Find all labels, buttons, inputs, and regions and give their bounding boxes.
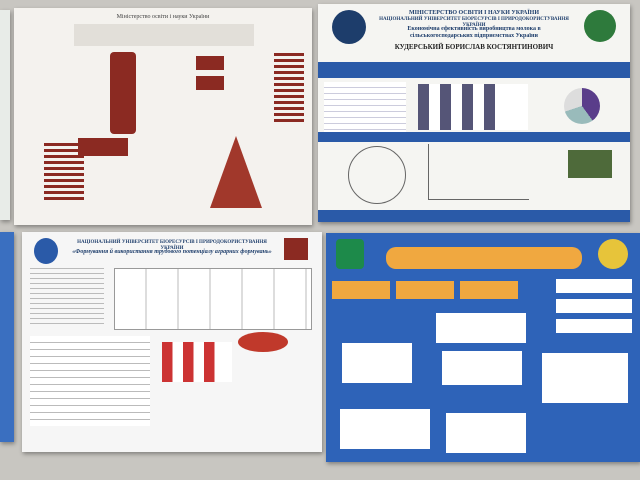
title-box (386, 247, 582, 269)
line-chart (428, 144, 529, 200)
box (460, 281, 518, 299)
logo (584, 10, 616, 42)
table (436, 313, 526, 343)
poster-title: Економічна ефективність виробництва моло… (407, 26, 541, 39)
poster: НАЦІОНАЛЬНИЙ УНІВЕРСИТЕТ БІОРЕСУРСІВ І П… (22, 232, 322, 452)
logo (598, 239, 628, 269)
band (318, 62, 630, 78)
bar-list (44, 143, 84, 203)
logo (34, 238, 58, 264)
poster (326, 233, 640, 462)
box (332, 281, 390, 299)
table (30, 336, 150, 426)
box (556, 299, 632, 313)
logo (284, 238, 308, 260)
bar-list (274, 53, 304, 123)
logo (332, 10, 366, 44)
table (542, 353, 628, 403)
logo (336, 239, 364, 269)
institution: НАЦІОНАЛЬНИЙ УНІВЕРСИТЕТ БІОРЕСУРСІВ І П… (379, 17, 569, 28)
pyramid (210, 136, 262, 208)
pie (564, 88, 600, 124)
table (442, 351, 522, 385)
photo (568, 150, 612, 178)
poster-header: МІНІСТЕРСТВО ОСВІТИ І НАУКИ УКРАЇНИ (408, 10, 540, 16)
band (318, 132, 630, 142)
edge-poster (0, 232, 14, 442)
bar-chart (162, 342, 232, 382)
box (196, 56, 224, 70)
box (556, 319, 632, 333)
author: КУДЕРСЬКИЙ БОРИСЛАВ КОСТЯНТИНОВИЧ (394, 43, 554, 51)
band (318, 210, 630, 222)
box (556, 279, 632, 293)
table (324, 82, 406, 132)
poster: МІНІСТЕРСТВО ОСВІТИ І НАУКИ УКРАЇНИ НАЦІ… (318, 4, 630, 222)
box (78, 138, 128, 156)
chart (342, 343, 412, 383)
box (396, 281, 454, 299)
poster-title: «Формування й використання трудового пот… (72, 249, 272, 255)
poster-header: Міністерство освіти і науки України (116, 14, 210, 20)
box (110, 52, 136, 134)
text-block (30, 268, 104, 328)
text-block (74, 24, 254, 46)
box-group (340, 409, 430, 449)
poster: Міністерство освіти і науки України (14, 8, 312, 225)
table (446, 413, 526, 453)
radar (348, 146, 406, 204)
institution: НАЦІОНАЛЬНИЙ УНІВЕРСИТЕТ БІОРЕСУРСІВ І П… (77, 240, 267, 251)
diagram (114, 268, 312, 330)
pie (238, 332, 288, 352)
edge-poster (0, 10, 10, 220)
bar-chart (418, 84, 528, 130)
box (196, 76, 224, 90)
